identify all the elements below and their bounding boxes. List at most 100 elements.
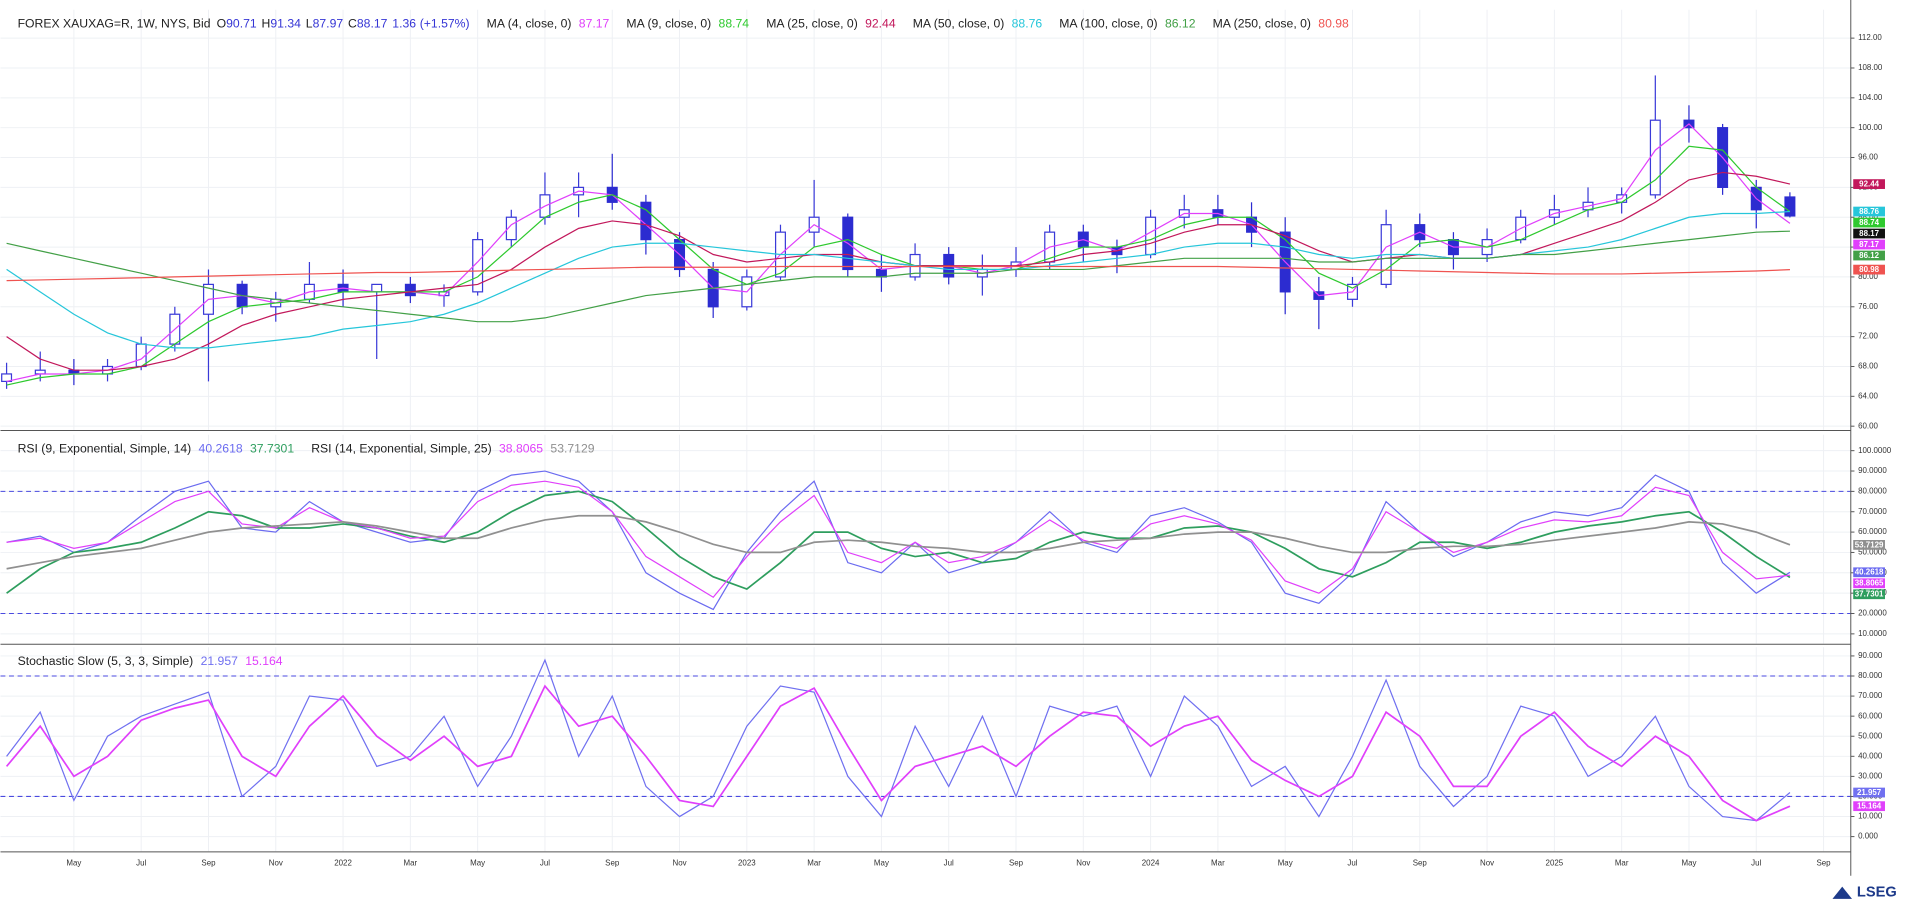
legend-entry: MA (4, close, 0) bbox=[487, 17, 572, 31]
value-tag bbox=[1853, 239, 1885, 250]
y-tick-label: 96.00 bbox=[1858, 153, 1878, 162]
legend-value: 15.164 bbox=[245, 654, 283, 668]
x-tick-label: Sep bbox=[1816, 859, 1831, 868]
candle-body bbox=[1784, 196, 1796, 217]
series-line bbox=[6, 230, 1790, 323]
x-tick-label: Sep bbox=[605, 859, 620, 868]
x-tick-label: 2024 bbox=[1142, 859, 1160, 868]
y-tick-label: 50.000 bbox=[1858, 731, 1883, 740]
x-tick-label: Nov bbox=[1076, 859, 1090, 868]
series-line bbox=[6, 470, 1791, 611]
value-tag-label: 88.74 bbox=[1859, 218, 1879, 227]
logo-icon bbox=[1832, 886, 1853, 899]
y-tick-label: 100.0000 bbox=[1858, 446, 1892, 455]
y-tick-label: 60.00 bbox=[1858, 421, 1878, 430]
series-line bbox=[6, 123, 1791, 383]
quote-label: C bbox=[348, 17, 357, 31]
candle-body bbox=[472, 239, 484, 293]
y-tick-label: 64.00 bbox=[1858, 391, 1878, 400]
value-tag-label: 80.98 bbox=[1859, 265, 1879, 274]
value-tag bbox=[1853, 801, 1885, 812]
y-tick-label: 50.0000 bbox=[1858, 548, 1887, 557]
x-tick-label: Mar bbox=[1615, 859, 1629, 868]
value-tag-label: 37.7301 bbox=[1855, 590, 1884, 599]
y-tick-label: 0.000 bbox=[1858, 832, 1878, 841]
y-tick-label: 90.000 bbox=[1858, 651, 1883, 660]
value-tag bbox=[1853, 179, 1885, 189]
change: 1.36 bbox=[392, 17, 416, 31]
legend-value: 87.17 bbox=[579, 17, 610, 31]
legend-entry: MA (100, close, 0) bbox=[1059, 17, 1157, 31]
value-tag bbox=[1853, 206, 1885, 217]
x-tick-label: Mar bbox=[1211, 859, 1225, 868]
legend: RSI (9, Exponential, Simple, 14) 40.2618 3… bbox=[18, 442, 595, 456]
y-tick-label: 72.00 bbox=[1858, 332, 1878, 341]
legend: FOREX XAUXAG=R, 1W, NYS, Bid O90.71 H91.34… bbox=[18, 17, 1349, 31]
value-tag-label: 88.17 bbox=[1859, 229, 1879, 238]
value-tag-label: 15.164 bbox=[1857, 802, 1882, 811]
value-tag-label: 87.17 bbox=[1859, 240, 1879, 249]
y-tick-label: 90.0000 bbox=[1858, 466, 1887, 475]
candle-body bbox=[404, 283, 416, 297]
y-tick-label: 30.000 bbox=[1858, 771, 1883, 780]
marks-layer bbox=[0, 75, 1851, 822]
legend-value: 80.98 bbox=[1318, 17, 1349, 31]
y-tick-label: 70.000 bbox=[1858, 691, 1883, 700]
y-tick-label: 10.000 bbox=[1858, 812, 1883, 821]
x-tick-label: Jul bbox=[540, 859, 550, 868]
y-tick-label: 112.00 bbox=[1858, 33, 1882, 42]
change-percent: (+1.57%) bbox=[420, 17, 470, 31]
x-tick-label: May bbox=[1278, 859, 1293, 868]
legend-entry: MA (25, close, 0) bbox=[766, 17, 858, 31]
legend-entry: MA (50, close, 0) bbox=[913, 17, 1005, 31]
legend-entry: RSI (9, Exponential, Simple, 14) bbox=[18, 442, 192, 456]
legend-entry: MA (9, close, 0) bbox=[626, 17, 711, 31]
legend-value: 37.7301 bbox=[250, 442, 294, 456]
x-tick-label: Jul bbox=[136, 859, 146, 868]
y-tick-label: 108.00 bbox=[1858, 63, 1883, 72]
quote-label: L bbox=[306, 17, 313, 31]
candle-body bbox=[875, 268, 887, 278]
series-line bbox=[6, 514, 1791, 570]
chart-title: FOREX XAUXAG=R, 1W, NYS, Bid bbox=[18, 17, 211, 31]
logo-text: LSEG bbox=[1857, 885, 1897, 901]
y-tick-label: 100.00 bbox=[1858, 123, 1883, 132]
y-tick-label: 104.00 bbox=[1858, 93, 1883, 102]
x-tick-label: Sep bbox=[1009, 859, 1024, 868]
x-tick-label: May bbox=[1681, 859, 1696, 868]
quote-value: 90.71 bbox=[226, 17, 257, 31]
value-tag bbox=[1853, 250, 1885, 261]
y-tick-label: 20.0000 bbox=[1858, 609, 1887, 618]
x-tick-label: 2025 bbox=[1546, 859, 1564, 868]
y-tick-label: 80.00 bbox=[1858, 272, 1878, 281]
y-tick-label: 88.00 bbox=[1858, 212, 1878, 221]
quote-value: 88.17 bbox=[357, 17, 388, 31]
y-tick-label: 60.0000 bbox=[1858, 527, 1887, 536]
candle-body bbox=[371, 283, 383, 293]
legend-value: 86.12 bbox=[1165, 17, 1196, 31]
legend-value: 92.44 bbox=[865, 17, 896, 31]
candle-body bbox=[1649, 119, 1661, 196]
y-tick-label: 68.00 bbox=[1858, 362, 1878, 371]
x-tick-label: Jul bbox=[944, 859, 954, 868]
x-tick-label: Sep bbox=[201, 859, 216, 868]
value-tag-label: 53.7129 bbox=[1855, 540, 1884, 549]
x-tick-label: Nov bbox=[672, 859, 686, 868]
candle-body bbox=[505, 216, 517, 241]
series-line bbox=[6, 480, 1791, 599]
x-tick-label: May bbox=[66, 859, 81, 868]
legend-value: 88.76 bbox=[1012, 17, 1043, 31]
value-tag-label: 86.12 bbox=[1859, 251, 1879, 260]
legend: Stochastic Slow (5, 3, 3, Simple) 21.957 1… bbox=[18, 654, 283, 668]
value-tag bbox=[1853, 228, 1885, 239]
y-tick-label: 76.00 bbox=[1858, 302, 1878, 311]
x-tick-label: May bbox=[874, 859, 889, 868]
value-tag bbox=[1853, 217, 1885, 228]
legend-value: 38.8065 bbox=[499, 442, 543, 456]
legend-value: 21.957 bbox=[201, 654, 239, 668]
x-tick-label: Mar bbox=[404, 859, 418, 868]
quote-value: 87.97 bbox=[313, 17, 344, 31]
x-tick-label: 2022 bbox=[334, 859, 352, 868]
y-tick-label: 80.000 bbox=[1858, 671, 1883, 680]
